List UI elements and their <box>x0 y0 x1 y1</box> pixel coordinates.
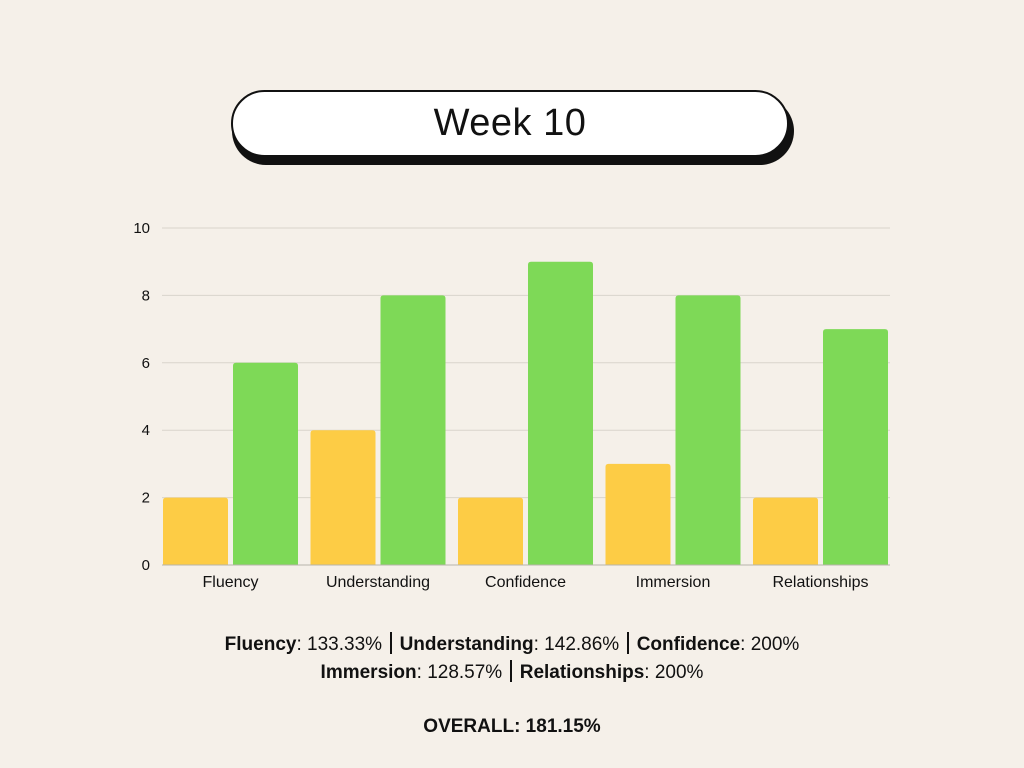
y-tick-label: 0 <box>142 557 150 574</box>
bar-fluency-series-1 <box>163 497 228 565</box>
overall-score: OVERALL: 181.15% <box>423 716 601 737</box>
stat-separator <box>390 632 392 654</box>
stat-value-understanding: : 142.86% <box>533 634 620 655</box>
x-tick-label: Confidence <box>485 574 566 591</box>
bar-relationships-series-2 <box>823 329 888 565</box>
stat-name-understanding: Understanding <box>399 634 534 655</box>
stat-name-confidence: Confidence <box>636 634 741 655</box>
bar-understanding-series-2 <box>380 295 446 565</box>
bar-immersion-series-1 <box>605 463 671 565</box>
x-tick-label: Understanding <box>326 574 430 591</box>
stat-name-fluency: Fluency <box>224 634 297 655</box>
y-tick-label: 2 <box>142 490 150 507</box>
stat-name-immersion: Immersion <box>320 662 417 683</box>
bar-fluency-series-2 <box>233 362 298 565</box>
stat-name-relationships: Relationships <box>519 662 645 683</box>
bar-chart: 0 2 4 6 8 10 Fluency Understanding Confidence Imm… <box>133 220 890 591</box>
stat-separator <box>627 632 629 654</box>
stats-line-2: Immersion: 128.57% Relationships: 200% <box>0 660 1024 684</box>
x-tick-label: Immersion <box>636 574 711 591</box>
title-pill: Week 10 <box>231 90 789 157</box>
bar-confidence-series-1 <box>458 497 523 565</box>
y-tick-label: 4 <box>142 422 150 439</box>
y-tick-label: 10 <box>133 220 150 237</box>
x-tick-label: Relationships <box>772 574 868 591</box>
bar-confidence-series-2 <box>528 261 593 565</box>
x-tick-label: Fluency <box>202 574 258 591</box>
stat-value-confidence: : 200% <box>740 634 800 655</box>
stat-separator <box>510 660 512 682</box>
chart-title: Week 10 <box>433 102 587 144</box>
stat-value-fluency: : 133.33% <box>296 634 383 655</box>
stat-value-relationships: : 200% <box>644 662 704 683</box>
bar-understanding-series-1 <box>310 430 376 565</box>
bar-immersion-series-2 <box>675 295 741 565</box>
bar-relationships-series-1 <box>753 497 818 565</box>
y-tick-label: 6 <box>142 355 150 372</box>
y-tick-label: 8 <box>142 287 150 304</box>
stats-line-1: Fluency: 133.33% Understanding: 142.86% Co… <box>0 632 1024 656</box>
stat-value-immersion: : 128.57% <box>416 662 503 683</box>
